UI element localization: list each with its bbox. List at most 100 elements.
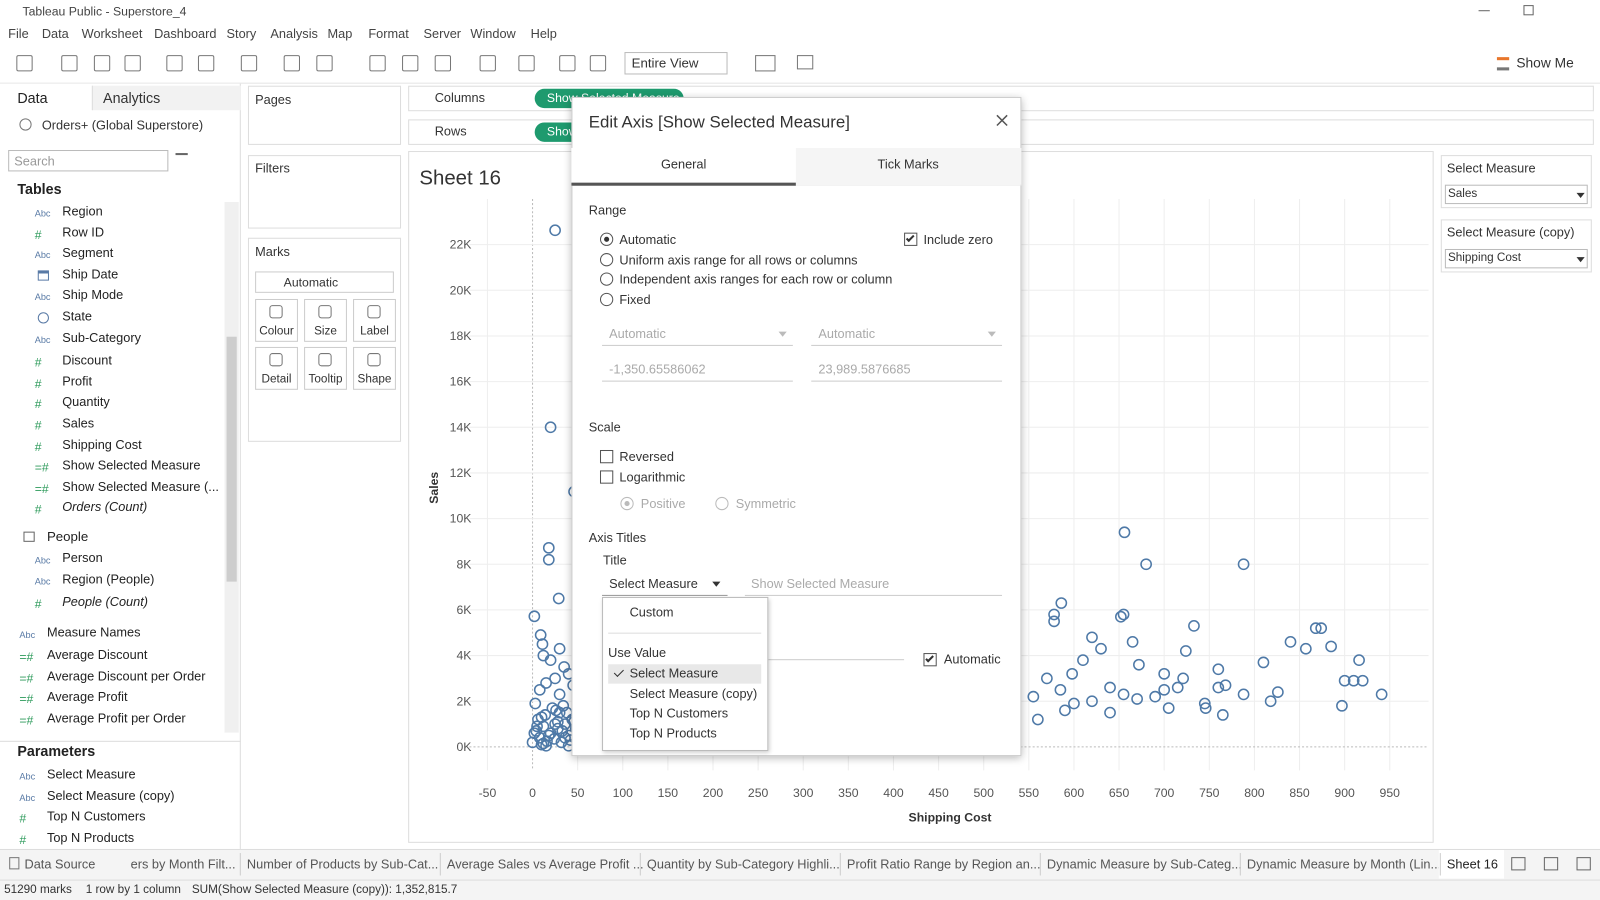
log-radio[interactable] <box>620 496 634 511</box>
new-sheet-icon[interactable] <box>1511 857 1526 871</box>
filter-icon[interactable] <box>175 153 188 165</box>
subtitle-automatic-label[interactable]: Automatic <box>943 652 1001 667</box>
menu-item[interactable]: Server <box>423 26 462 41</box>
field-name[interactable]: Segment <box>62 246 114 261</box>
field-name[interactable]: Row ID <box>62 225 105 240</box>
field-name[interactable]: Discount <box>62 353 112 368</box>
toolbar-icon[interactable] <box>166 55 183 72</box>
parameter-dropdown[interactable] <box>1444 184 1588 205</box>
menu-item[interactable]: Dashboard <box>154 26 217 41</box>
toolbar-icon[interactable] <box>283 55 300 72</box>
dialog-tab[interactable]: Tick Marks <box>795 147 1021 186</box>
menu-item[interactable]: Top N Customers <box>629 706 729 721</box>
field-name[interactable]: People (Count) <box>62 594 149 609</box>
field-name[interactable]: Average Profit <box>46 689 128 705</box>
toolbar-icon[interactable] <box>434 55 452 72</box>
range-radio[interactable] <box>599 232 614 246</box>
field-name[interactable]: Ship Date <box>62 267 119 282</box>
sheet-tab[interactable]: Average Sales vs Average Profit ... <box>446 857 644 872</box>
field-name[interactable]: Orders (Count) <box>62 500 148 515</box>
mark-card-button[interactable] <box>255 298 298 342</box>
menu-item[interactable]: Select Measure <box>629 666 719 681</box>
field-name[interactable]: Region <box>62 204 103 219</box>
mark-type-dropdown[interactable] <box>255 271 394 293</box>
scale-option[interactable]: Reversed <box>619 449 674 465</box>
toolbar-icon[interactable] <box>61 55 78 72</box>
range-radio[interactable] <box>599 272 614 287</box>
subtitle-automatic-checkbox[interactable] <box>923 653 937 667</box>
parameter-dropdown[interactable] <box>1444 248 1588 269</box>
toolbar-icon[interactable] <box>197 55 215 72</box>
mark-card-button[interactable] <box>304 298 347 342</box>
new-sheet-icon[interactable] <box>1576 857 1591 871</box>
field-name[interactable]: Profit <box>62 374 93 389</box>
menu-item[interactable]: Format <box>368 26 409 41</box>
mark-card-button[interactable] <box>353 346 396 390</box>
search-box[interactable] <box>8 149 169 172</box>
scale-checkbox[interactable] <box>599 470 614 484</box>
field-name[interactable]: Show Selected Measure <box>62 458 201 473</box>
sheet-tab[interactable]: Sheet 16 <box>1446 857 1498 872</box>
menu-item[interactable]: Window <box>470 26 516 41</box>
toolbar-icon[interactable] <box>369 55 386 72</box>
field-name[interactable]: State <box>62 309 93 324</box>
toolbar-icon[interactable] <box>755 55 776 72</box>
menu-item[interactable]: File <box>8 26 29 41</box>
menu-item[interactable]: Top N Products <box>629 726 717 741</box>
toolbar-icon[interactable] <box>93 55 111 72</box>
field-name[interactable]: Average Profit per Order <box>46 711 186 726</box>
field-name[interactable]: Average Discount <box>46 647 148 663</box>
menu-custom[interactable]: Custom <box>629 605 674 620</box>
include-zero-checkbox[interactable] <box>904 232 918 246</box>
maximize-button[interactable] <box>1523 5 1534 16</box>
menu-item[interactable]: Select Measure (copy) <box>629 686 758 701</box>
field-name[interactable]: Measure Names <box>46 625 141 640</box>
field-name[interactable]: Show Selected Measure (... <box>62 479 219 494</box>
sheet-tab[interactable]: Number of Products by Sub-Cat... <box>246 857 439 872</box>
new-sheet-icon[interactable] <box>1543 857 1559 871</box>
menu-item[interactable]: Help <box>530 26 557 41</box>
toolbar-icon[interactable] <box>479 55 496 72</box>
field-name[interactable]: Quantity <box>62 395 110 410</box>
range-option[interactable]: Independent axis ranges for each row or … <box>619 272 893 288</box>
minimize-button[interactable] <box>1478 10 1490 12</box>
sheet-tab[interactable]: Dynamic Measure by Month (Lin... <box>1246 857 1442 872</box>
menu-item[interactable]: Story <box>226 26 257 41</box>
sheet-tab[interactable]: Dynamic Measure by Sub-Categ... <box>1046 857 1242 872</box>
field-name[interactable]: Average Discount per Order <box>46 668 206 684</box>
data-tab[interactable]: Data <box>17 89 48 107</box>
field-name[interactable]: Top N Customers <box>46 809 146 824</box>
field-name[interactable]: Person <box>62 551 103 566</box>
range-radio[interactable] <box>599 292 614 307</box>
range-option[interactable]: Automatic <box>619 232 677 247</box>
title-source-dropdown[interactable] <box>602 573 728 596</box>
sheet-tab[interactable]: Data Source <box>24 857 96 872</box>
sheet-tab[interactable]: Quantity by Sub-Category Highli... <box>646 857 840 872</box>
toolbar-icon[interactable] <box>589 55 607 72</box>
show-me-icon[interactable] <box>1496 57 1510 71</box>
mark-card-button[interactable] <box>304 346 347 390</box>
field-name[interactable]: Ship Mode <box>62 288 124 303</box>
show-me[interactable]: Show Me <box>1516 55 1574 71</box>
field-name[interactable]: Region (People) <box>62 572 155 588</box>
range-option[interactable]: Fixed <box>619 292 651 308</box>
menu-item[interactable]: Map <box>327 26 353 41</box>
mark-card-button[interactable] <box>353 298 396 342</box>
menu-item[interactable]: Worksheet <box>81 26 143 41</box>
sheet-tab[interactable]: Profit Ratio Range by Region an... <box>846 857 1041 872</box>
field-name[interactable]: Select Measure (copy) <box>46 788 175 803</box>
range-radio[interactable] <box>599 252 614 267</box>
field-name[interactable]: Sub-Category <box>62 330 141 345</box>
close-icon[interactable] <box>995 113 1009 127</box>
field-name[interactable]: Shipping Cost <box>62 437 142 452</box>
toolbar-icon[interactable] <box>16 55 33 72</box>
field-name[interactable]: Select Measure <box>46 767 136 782</box>
sheet-tab[interactable]: ers by Month Filt... <box>130 857 236 872</box>
mark-card-button[interactable] <box>255 346 298 390</box>
toolbar-icon[interactable] <box>240 55 258 72</box>
fit-dropdown[interactable] <box>624 52 728 75</box>
menu-item[interactable]: Data <box>41 26 69 41</box>
toolbar-icon[interactable] <box>402 55 419 72</box>
toolbar-icon[interactable] <box>796 55 814 70</box>
toolbar-icon[interactable] <box>124 55 141 72</box>
